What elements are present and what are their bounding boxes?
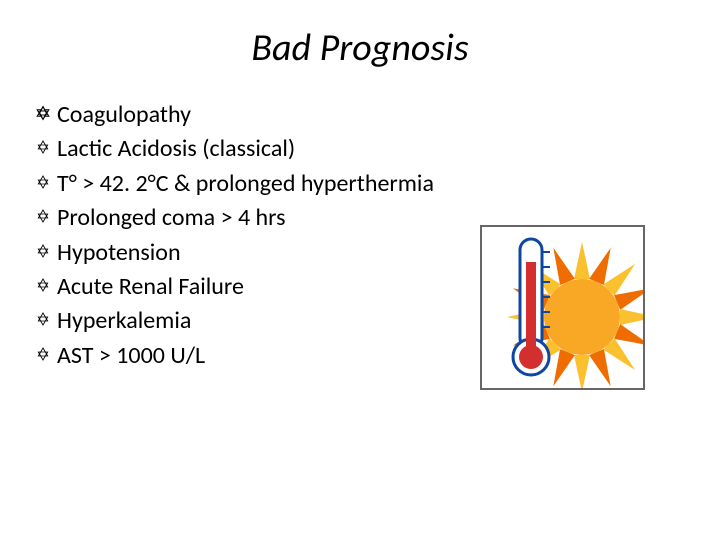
star-of-david-icon — [35, 139, 51, 155]
bullet-text: Prolonged coma > 4 hrs — [57, 202, 286, 234]
bullet-text: AST > 1000 U/L — [57, 340, 205, 372]
list-item: T° > 42. 2°C & prolonged hyperthermia — [35, 168, 685, 200]
bullet-text: T° > 42. 2°C & prolonged hyperthermia — [57, 168, 434, 200]
slide-title: Bad Prognosis — [35, 25, 685, 71]
list-item: Lactic Acidosis (classical) — [35, 133, 685, 165]
star-of-david-icon — [35, 243, 51, 259]
list-item: Coagulopathy — [35, 99, 685, 131]
bullet-text: Lactic Acidosis (classical) — [57, 133, 295, 165]
star-of-david-icon — [35, 346, 51, 362]
slide-container: Bad Prognosis Coagulopathy Lactic Acidos… — [0, 0, 720, 540]
star-of-david-icon — [35, 208, 51, 224]
sun-thermometer-svg — [482, 227, 645, 390]
star-of-david-icon — [35, 174, 51, 190]
bullet-text: Acute Renal Failure — [57, 271, 244, 303]
bullet-text: Coagulopathy — [57, 99, 191, 131]
star-of-david-icon — [35, 277, 51, 293]
bullet-text: Hypotension — [57, 237, 181, 269]
star-of-david-icon — [35, 105, 51, 121]
star-of-david-icon — [35, 311, 51, 327]
bullet-text: Hyperkalemia — [57, 305, 191, 337]
sun-thermometer-clipart — [480, 225, 645, 390]
